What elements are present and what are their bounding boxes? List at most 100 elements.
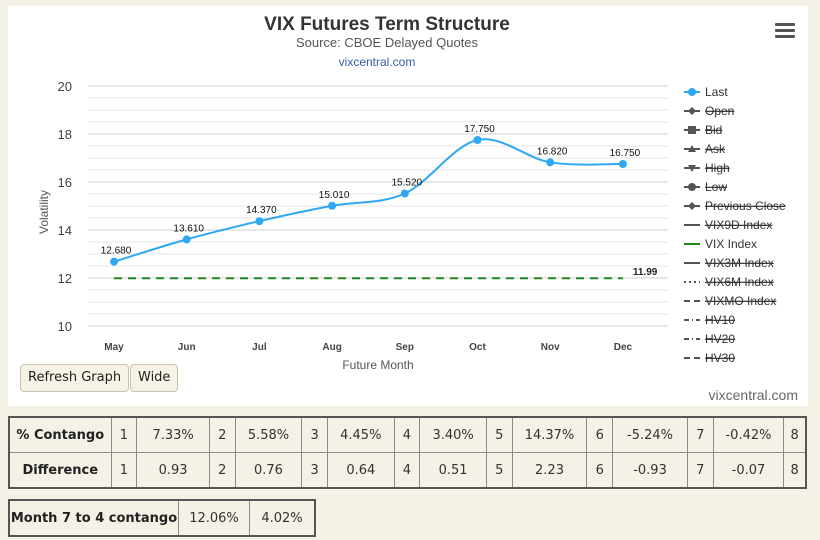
row-label: Month 7 to 4 contango <box>8 499 179 537</box>
last-data-label: 14.370 <box>246 205 277 216</box>
legend-label: Low <box>705 180 727 194</box>
table-cell: 2 <box>209 416 236 453</box>
table-cell: 6 <box>586 416 614 453</box>
legend-marker <box>688 145 696 152</box>
legend-item[interactable]: Bid <box>684 123 722 137</box>
legend-label: Last <box>705 85 728 99</box>
last-series-line <box>113 138 623 263</box>
last-data-label: 13.610 <box>173 223 204 234</box>
legend-label: Open <box>705 104 734 118</box>
row-label: Difference <box>8 452 112 489</box>
legend-item[interactable]: HV20 <box>684 332 735 346</box>
chart-source-link[interactable]: vixcentral.com <box>339 55 416 69</box>
last-point <box>182 235 191 244</box>
legend-item[interactable]: VIX3M Index <box>684 256 774 270</box>
legend-item[interactable]: Low <box>684 180 727 194</box>
table-cell: 4.45% <box>326 416 395 453</box>
hamburger-menu-icon[interactable] <box>775 23 795 39</box>
table-cell: 5 <box>485 416 513 453</box>
refresh-graph-button[interactable]: Refresh Graph <box>20 364 130 392</box>
table-cell: 14.37% <box>511 416 588 453</box>
x-tick-label: Nov <box>541 342 560 353</box>
table-row-difference: Difference 1 0.93 2 0.76 3 0.64 4 0.51 5… <box>8 452 807 489</box>
legend-label: VIX6M Index <box>705 275 774 289</box>
table-row-contango: % Contango 1 7.33% 2 5.58% 3 4.45% 4 3.4… <box>8 416 807 453</box>
last-data-label: 15.010 <box>319 190 350 201</box>
legend-label: VIXMO Index <box>705 294 776 308</box>
term-structure-chart: VIX Futures Term Structure Source: CBOE … <box>37 14 786 372</box>
legend-label: HV30 <box>705 351 735 365</box>
legend-label: Bid <box>705 123 722 137</box>
table-cell: 4 <box>393 452 421 489</box>
chart-title: VIX Futures Term Structure <box>264 14 510 35</box>
legend-label: High <box>705 161 730 175</box>
x-axis-title: Future Month <box>342 358 413 372</box>
last-point <box>546 158 555 167</box>
legend-item[interactable]: VIXMO Index <box>684 294 776 308</box>
table-cell: 5 <box>485 452 513 489</box>
table-cell: 6 <box>586 452 614 489</box>
last-data-label: 15.520 <box>392 178 423 189</box>
table-cell: 7 <box>686 452 714 489</box>
contango-table: % Contango 1 7.33% 2 5.58% 3 4.45% 4 3.4… <box>8 416 807 489</box>
legend-item[interactable]: Last <box>684 85 728 99</box>
last-data-label: 17.750 <box>464 124 495 135</box>
wide-button[interactable]: Wide <box>130 364 179 392</box>
legend-item[interactable]: Ask <box>684 142 726 156</box>
table-cell: 3 <box>301 452 328 489</box>
x-tick-label: Jun <box>178 342 196 353</box>
table-cell: 7 <box>686 416 714 453</box>
legend-item[interactable]: VIX Index <box>684 237 757 251</box>
legend-marker <box>688 183 696 191</box>
x-tick-label: May <box>104 342 124 353</box>
table-cell: 1 <box>110 416 138 453</box>
legend-label: VIX9D Index <box>705 218 772 232</box>
y-tick-label: 10 <box>58 319 72 334</box>
y-tick-label: 16 <box>58 175 72 190</box>
legend-marker <box>688 202 696 210</box>
legend-marker <box>688 165 696 172</box>
legend-item[interactable]: HV30 <box>684 351 735 365</box>
y-tick-label: 14 <box>58 223 72 238</box>
watermark: vixcentral.com <box>708 387 798 403</box>
legend-item[interactable]: Open <box>684 104 734 118</box>
last-point <box>328 201 337 210</box>
table-cell: 8 <box>783 416 807 453</box>
table-cell: 0.93 <box>136 452 210 489</box>
y-tick-label: 20 <box>58 79 72 94</box>
table-cell: 4.02% <box>249 499 316 537</box>
table-cell: 12.06% <box>178 499 250 537</box>
row-label: % Contango <box>8 416 112 453</box>
table-cell: -5.24% <box>612 416 688 453</box>
table-cell: 1 <box>110 452 138 489</box>
chart-subtitle: Source: CBOE Delayed Quotes <box>296 35 479 50</box>
table-cell: -0.42% <box>712 416 785 453</box>
last-point <box>255 217 264 226</box>
last-point <box>473 136 482 144</box>
table-cell: 7.33% <box>136 416 210 453</box>
table-cell: 0.51 <box>419 452 487 489</box>
legend-item[interactable]: High <box>684 161 730 175</box>
legend-item[interactable]: HV10 <box>684 313 735 327</box>
legend-marker <box>688 88 696 96</box>
legend-label: Ask <box>705 142 726 156</box>
last-data-label: 16.820 <box>537 146 568 157</box>
month-7-to-4-table: Month 7 to 4 contango 12.06% 4.02% <box>8 499 316 537</box>
x-tick-label: Aug <box>322 342 341 353</box>
table-cell: 3 <box>301 416 328 453</box>
table-cell: 0.76 <box>234 452 303 489</box>
last-point <box>400 189 409 198</box>
legend-item[interactable]: VIX9D Index <box>684 218 772 232</box>
vix-index-label: 11.99 <box>633 267 658 278</box>
legend-label: VIX Index <box>705 237 757 251</box>
x-tick-label: Dec <box>614 342 633 353</box>
last-data-label: 16.750 <box>610 148 641 159</box>
legend-item[interactable]: Previous Close <box>684 199 786 213</box>
legend-marker <box>688 126 696 134</box>
table-cell: 2 <box>209 452 236 489</box>
legend-label: Previous Close <box>705 199 786 213</box>
table-cell: 4 <box>393 416 421 453</box>
last-point <box>110 257 118 266</box>
table-row: Month 7 to 4 contango 12.06% 4.02% <box>8 499 316 537</box>
legend-item[interactable]: VIX6M Index <box>684 275 774 289</box>
